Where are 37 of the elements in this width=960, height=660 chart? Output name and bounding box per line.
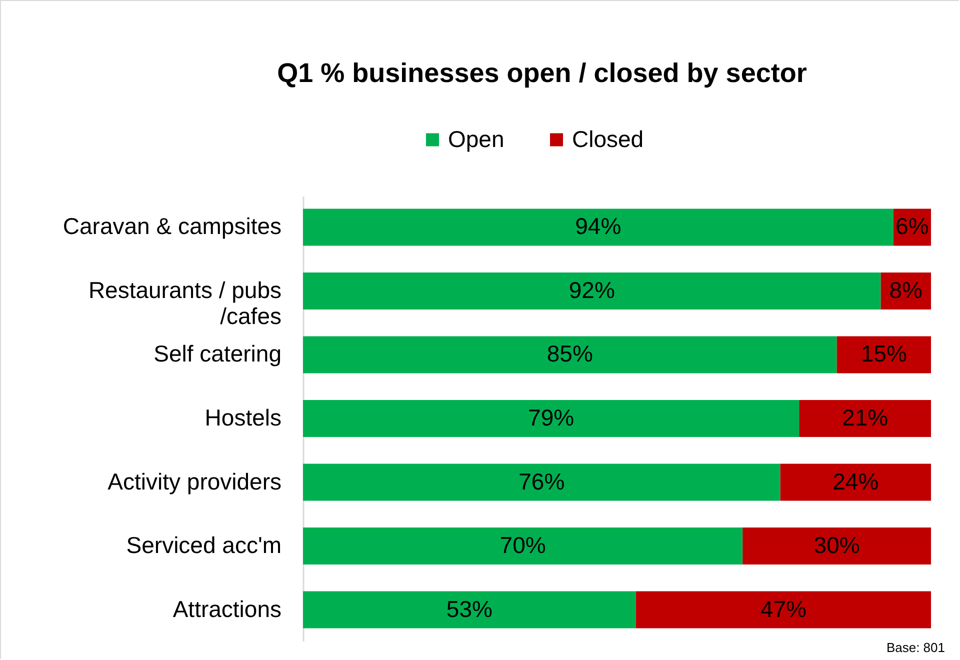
data-label: 8%: [889, 276, 923, 303]
data-label: 30%: [814, 532, 860, 558]
bar: [799, 400, 931, 437]
bar: [836, 336, 931, 374]
chart-title: Q1 % businesses open / closed by sector: [277, 58, 808, 88]
bar: [742, 528, 931, 564]
y-tick-label: Hostels: [204, 404, 282, 430]
legend-label: Closed: [572, 126, 644, 152]
bar: [780, 464, 931, 501]
data-label: 47%: [760, 596, 806, 622]
data-label: 94%: [575, 213, 622, 240]
bar: [303, 464, 780, 501]
bar: [303, 208, 894, 246]
data-label: 53%: [446, 596, 492, 622]
y-tick-label: Caravan & campsites: [62, 213, 282, 240]
bar: [303, 272, 881, 310]
y-tick-label: Restaurants / pubs /cafes: [88, 276, 282, 329]
data-label: 76%: [518, 468, 565, 494]
bar: [636, 591, 931, 628]
y-tick-label: Self catering: [154, 340, 282, 367]
data-label: 21%: [842, 404, 888, 430]
y-tick-label: Activity providers: [108, 468, 282, 494]
annotation: Base: 801: [886, 640, 945, 655]
y-tick-label: Attractions: [172, 596, 282, 622]
data-label: 24%: [832, 468, 879, 494]
data-label: 70%: [500, 532, 546, 558]
legend-label: Open: [448, 126, 504, 152]
data-label: 15%: [860, 340, 907, 367]
data-label: 6%: [896, 213, 929, 240]
bar: [303, 400, 800, 437]
data-label: 85%: [546, 340, 593, 367]
y-tick-label: Serviced acc'm: [126, 532, 282, 558]
bar: [303, 336, 837, 374]
bar: [303, 528, 743, 564]
bar: [303, 591, 636, 628]
data-label: 92%: [568, 276, 615, 303]
data-label: 79%: [528, 404, 574, 430]
